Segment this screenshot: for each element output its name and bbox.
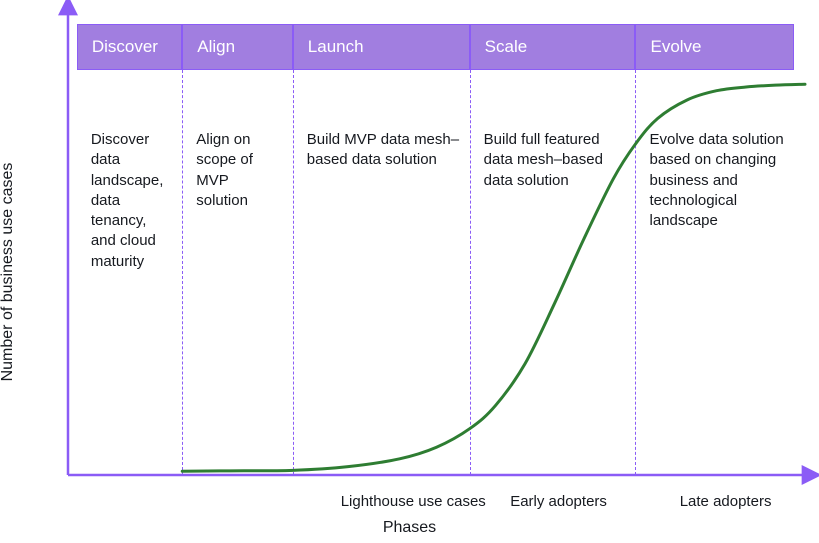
s-curve-path xyxy=(182,84,805,471)
plot-area: DiscoverDiscover data landscape, data te… xyxy=(68,12,805,475)
x-sub-label: Lighthouse use cases xyxy=(341,493,486,510)
s-curve-svg xyxy=(68,12,805,475)
x-sub-label: Early adopters xyxy=(510,493,607,510)
y-axis-label: Number of business use cases xyxy=(0,162,17,381)
phases-s-curve-chart: Number of business use cases Phases Disc… xyxy=(0,0,819,543)
x-axis-label: Phases xyxy=(383,519,436,537)
x-sub-label: Late adopters xyxy=(680,493,772,510)
